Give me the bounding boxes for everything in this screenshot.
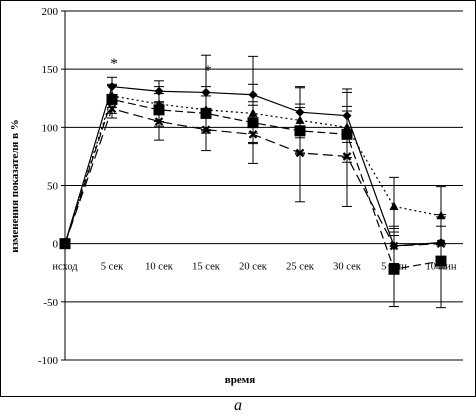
x-tick-label: 10 мин <box>425 262 456 273</box>
y-axis-title: изменения показателя в % <box>9 119 21 253</box>
labels: -100 -50 0 50 100 150 200 исход 5 сек 10 сек 15 се… <box>38 6 457 367</box>
series-longdash <box>60 98 446 264</box>
x-tick-label: 5 сек <box>101 262 124 273</box>
data-point <box>295 148 305 158</box>
figure-caption: а <box>234 397 242 414</box>
y-tick-label: 50 <box>47 181 59 193</box>
y-tick-label: 0 <box>53 239 59 251</box>
data-point <box>248 130 258 139</box>
chart-border <box>0 0 476 397</box>
y-tick-label: -50 <box>43 297 58 309</box>
data-point <box>388 263 400 275</box>
x-axis-title: время <box>225 374 255 386</box>
x-tick-label: 25 сек <box>286 262 315 273</box>
y-tick-label: 150 <box>42 64 59 76</box>
x-tick-label: 5 мин <box>381 262 407 273</box>
significance-marker: * <box>110 56 118 72</box>
series-line <box>64 95 442 244</box>
y-tick-label: 200 <box>42 6 59 18</box>
data-point <box>60 239 70 248</box>
grid <box>65 10 463 361</box>
data-point <box>436 239 446 248</box>
series-group <box>59 54 447 309</box>
x-tick-label: 10 сек <box>145 262 174 273</box>
y-tick-label: -100 <box>38 355 59 367</box>
x-tick-label: исход <box>52 262 78 273</box>
data-point <box>389 241 399 251</box>
data-point <box>154 117 164 126</box>
x-tick-label: 15 сек <box>192 262 221 273</box>
data-point <box>201 125 211 134</box>
x-tick-label: 20 сек <box>239 262 268 273</box>
data-point <box>342 152 352 161</box>
significance-marker: * <box>204 63 212 79</box>
data-point <box>389 201 399 210</box>
y-tick-label: 100 <box>42 122 59 134</box>
data-point <box>107 104 117 113</box>
x-tick-label: 30 сек <box>333 262 362 273</box>
